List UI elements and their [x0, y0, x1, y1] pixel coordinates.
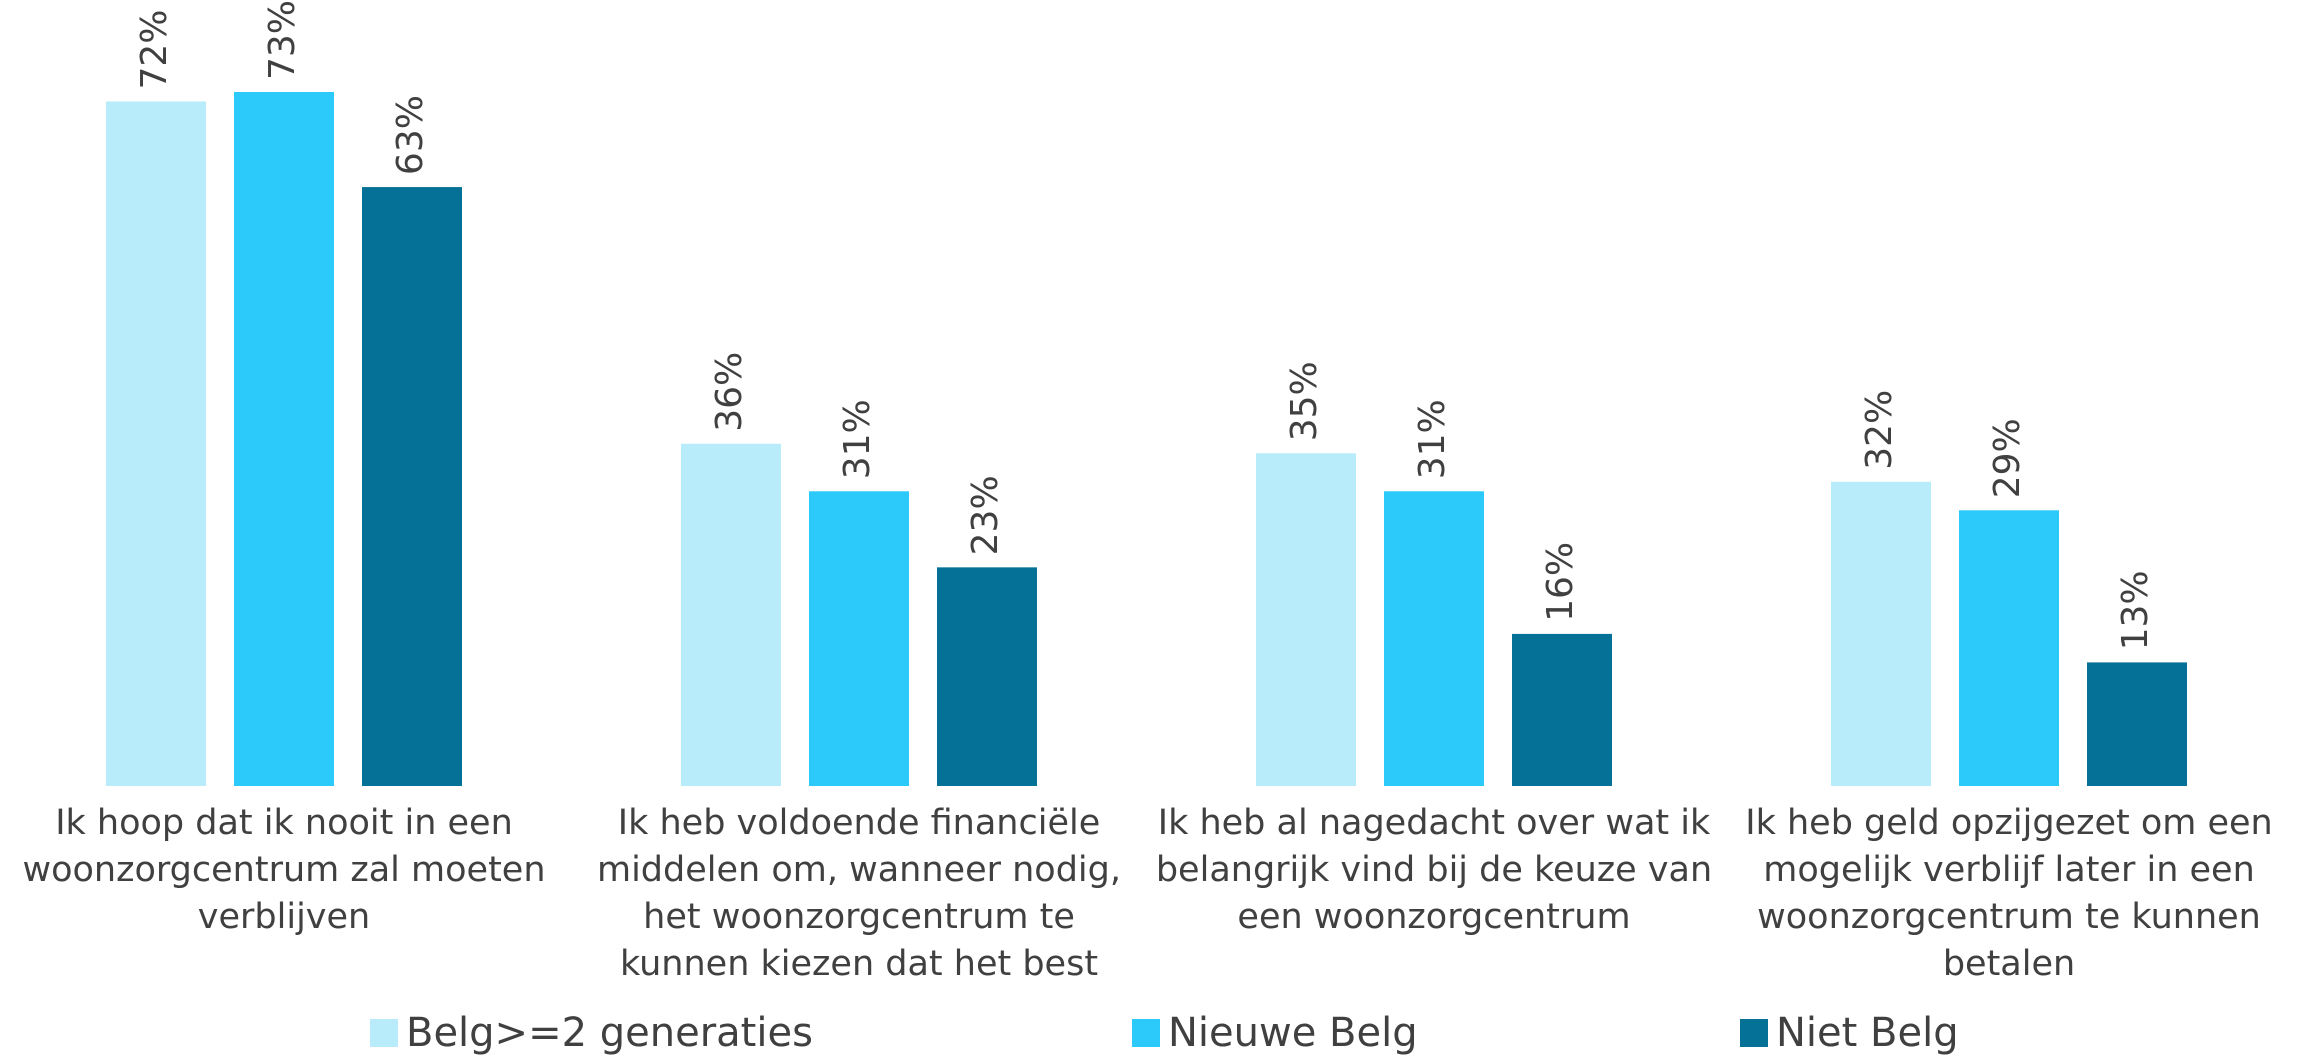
value-label: 63% [390, 95, 431, 175]
value-label: 32% [1859, 390, 1900, 470]
value-label: 23% [965, 475, 1006, 555]
legend-swatch [370, 1019, 398, 1047]
value-label: 36% [709, 352, 750, 432]
value-label: 16% [1540, 542, 1581, 622]
legend-item: Belg>=2 generaties [370, 1010, 813, 1056]
bar [681, 443, 781, 786]
value-label: 72% [134, 9, 175, 89]
category-label: Ik heb voldoende financiële middelen om,… [596, 803, 1121, 984]
bar [809, 491, 909, 786]
legend-item: Niet Belg [1740, 1010, 1959, 1056]
value-label: 13% [2115, 570, 2156, 650]
legend-label: Nieuwe Belg [1168, 1010, 1418, 1056]
bar [1256, 453, 1356, 786]
category-label: Ik heb geld opzijgezet om een mogelijk v… [1745, 803, 2273, 984]
value-label: 73% [262, 0, 303, 80]
bar [106, 101, 206, 787]
value-label: 31% [1412, 399, 1453, 479]
legend-swatch [1740, 1019, 1768, 1047]
category-label: Ik hoop dat ik nooit in een woonzorgcent… [22, 803, 546, 937]
bar [1384, 491, 1484, 786]
legend-label: Belg>=2 generaties [406, 1010, 813, 1056]
value-label: 35% [1284, 361, 1325, 441]
bar [362, 187, 462, 787]
legend-label: Niet Belg [1776, 1010, 1959, 1056]
category-label: Ik heb al nagedacht over wat ik belangri… [1155, 803, 1713, 937]
bar [2087, 662, 2187, 786]
bar [1831, 481, 1931, 786]
bar [1512, 633, 1612, 786]
bar [234, 92, 334, 786]
legend-swatch [1132, 1019, 1160, 1047]
legend-item: Nieuwe Belg [1132, 1010, 1418, 1056]
value-label: 31% [837, 399, 878, 479]
value-label: 29% [1987, 418, 2028, 498]
bar [937, 567, 1037, 786]
bar [1959, 510, 2059, 786]
